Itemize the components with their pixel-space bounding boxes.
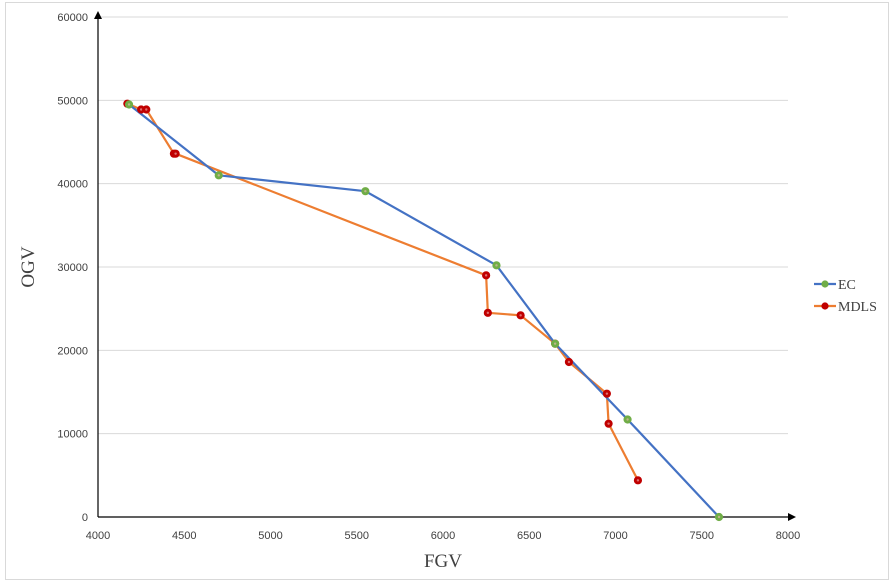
data-point-highlight: [145, 108, 148, 111]
data-point-highlight: [217, 174, 220, 177]
x-axis-arrow: [788, 513, 796, 521]
series-ec-markers: [124, 100, 724, 522]
x-tick-label: 6000: [431, 530, 455, 542]
y-tick-label: 0: [82, 512, 88, 524]
y-axis-arrow: [94, 11, 102, 19]
series-mdls: [126, 102, 639, 481]
series-line: [126, 102, 639, 481]
legend-label: MDLS: [838, 300, 877, 315]
data-point-highlight: [626, 418, 629, 421]
legend-item: EC: [814, 278, 856, 293]
x-tick-label: 5000: [258, 530, 282, 542]
x-tick-label: 4500: [172, 530, 196, 542]
data-point-highlight: [636, 479, 640, 482]
series-ec: [128, 103, 720, 518]
data-point-highlight: [605, 392, 609, 395]
data-point-highlight: [486, 311, 490, 315]
data-point-highlight: [364, 189, 367, 193]
y-tick-label: 30000: [57, 262, 88, 274]
data-point-highlight: [139, 108, 143, 111]
chart-area: 4000 4500 5000 5500 6000 6500 7000 7500 8000 0 100…: [5, 2, 889, 580]
tick-labels: 4000 4500 5000 5500 6000 6500 7000 7500 8000 0 100…: [57, 12, 800, 542]
y-tick-label: 10000: [57, 429, 88, 441]
data-point-highlight: [553, 342, 557, 345]
legend-item: MDLS: [814, 300, 877, 315]
data-point-highlight: [495, 264, 498, 267]
data-point-highlight: [567, 360, 571, 364]
y-tick-label: 50000: [57, 95, 88, 107]
legend-label: EC: [838, 278, 856, 293]
line-chart: 4000 4500 5000 5500 6000 6500 7000 7500 8000 0 100…: [18, 11, 877, 572]
series-mdls-markers: [123, 99, 643, 485]
x-tick-label: 5500: [345, 530, 369, 542]
series-line: [128, 103, 720, 518]
y-tick-label: 20000: [57, 345, 88, 357]
x-tick-label: 7000: [603, 530, 627, 542]
legend-swatch-marker: [821, 302, 829, 310]
gridlines: [98, 16, 788, 435]
y-axis-title: OGV: [18, 246, 39, 287]
y-tick-label: 60000: [57, 12, 88, 24]
data-point-highlight: [607, 422, 610, 425]
x-tick-label: 8000: [776, 530, 800, 542]
x-axis-title: FGV: [424, 551, 462, 572]
axes: [94, 11, 796, 521]
data-point-highlight: [717, 515, 721, 519]
data-point-highlight: [484, 274, 488, 277]
x-tick-label: 7500: [690, 530, 714, 542]
series: [123, 99, 724, 522]
x-tick-label: 4000: [86, 530, 110, 542]
legend: EC MDLS: [814, 278, 877, 315]
data-point-highlight: [174, 152, 177, 155]
x-tick-label: 6500: [517, 530, 541, 542]
legend-swatch-marker: [821, 280, 829, 288]
data-point-highlight: [127, 103, 131, 106]
y-tick-label: 40000: [57, 179, 88, 191]
data-point-highlight: [519, 314, 522, 317]
